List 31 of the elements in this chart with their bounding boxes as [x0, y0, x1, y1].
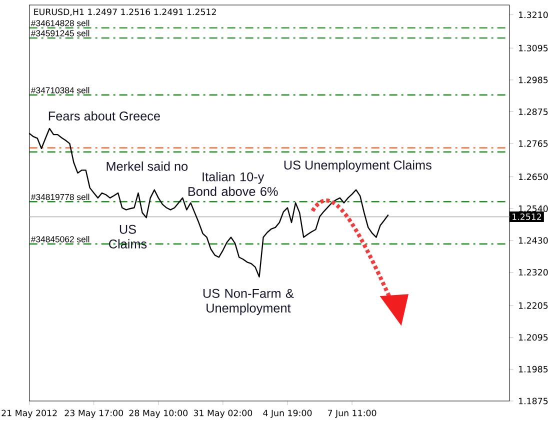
y-tick-label: 1.1875 — [518, 398, 548, 404]
y-tick-label: 1.2875 — [518, 108, 548, 116]
ref-line-label: #34614828 sell — [30, 20, 90, 26]
y-tick-label: 1.2205 — [518, 302, 548, 309]
ref-line-label: 1.2512 — [512, 213, 542, 220]
y-tick-label: 1.3095 — [518, 44, 548, 52]
x-tick-label: 7 Jun 11:00 — [328, 410, 376, 418]
annotation: US Non-Farm & Unemployment — [203, 288, 294, 316]
chart-title: EURUSD,H1 1.2497 1.2516 1.2491 1.2512 — [34, 8, 216, 16]
y-tick-label: 1.2095 — [518, 334, 548, 341]
y-tick-label: 1.2985 — [518, 76, 548, 84]
y-tick-label: 1.1985 — [518, 366, 548, 372]
ref-line-label: #34845062 sell — [30, 236, 90, 242]
annotation: Merkel said no — [106, 162, 188, 171]
x-tick-label: 4 Jun 19:00 — [263, 410, 312, 418]
x-tick-label: 28 May 10:00 — [129, 410, 188, 418]
ref-line-label: #34591245 sell — [30, 30, 90, 36]
annotation: US Unemployment Claims — [284, 160, 432, 172]
y-tick-label: 1.2320 — [518, 269, 548, 276]
y-tick-label: 1.3210 — [518, 12, 548, 18]
x-tick-label: 23 May 17:00 — [64, 410, 123, 418]
ref-line-label: #34710384 sell — [30, 87, 90, 94]
x-tick-label: 31 May 02:00 — [194, 410, 252, 418]
y-tick-label: 1.2765 — [518, 140, 548, 147]
annotation: Fears about Greece — [48, 111, 160, 121]
ref-line-label: #34819778 sell — [30, 194, 90, 200]
annotation: Italian 10-y Bond above 6% — [188, 172, 278, 196]
y-tick-label: 1.2650 — [518, 174, 548, 180]
y-tick-label: 1.2430 — [518, 237, 548, 244]
x-tick-label: 21 May 2012 — [2, 410, 57, 418]
annotation: US Claims — [109, 224, 147, 248]
